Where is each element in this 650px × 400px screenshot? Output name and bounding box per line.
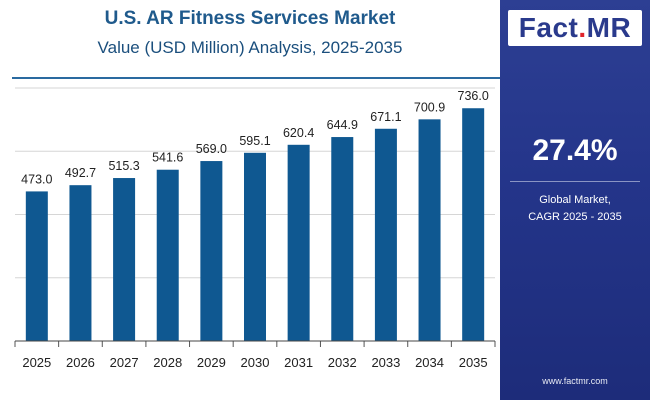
data-label-2030: 595.1 [239, 134, 270, 148]
logo-text-fact: Fact [518, 12, 579, 43]
x-tick-label-2030: 2030 [241, 355, 270, 370]
x-tick-label-2027: 2027 [110, 355, 139, 370]
logo-text-mr: MR [586, 12, 632, 43]
bar-chart: 473.0 2025 492.7 2026 515.3 2027 541.6 2028 569.… [14, 87, 496, 370]
bar-2028 [156, 169, 179, 341]
bar-2027 [113, 178, 136, 341]
x-tick-label-2032: 2032 [328, 355, 357, 370]
summary-panel [500, 0, 650, 400]
bar-2031 [287, 144, 310, 341]
website-url: www.factmr.com [542, 376, 608, 386]
bar-2025 [25, 191, 48, 341]
x-tick-label-2035: 2035 [459, 355, 488, 370]
data-label-2029: 569.0 [196, 142, 227, 156]
x-tick-label-2034: 2034 [415, 355, 444, 370]
x-tick-label-2028: 2028 [153, 355, 182, 370]
x-tick-label-2029: 2029 [197, 355, 226, 370]
cagr-label-line2: CAGR 2025 - 2035 [528, 211, 622, 223]
data-label-2027: 515.3 [108, 159, 139, 173]
data-label-2028: 541.6 [152, 151, 183, 165]
cagr-label: Global Market, CAGR 2025 - 2035 [500, 192, 650, 226]
bar-2029 [200, 161, 223, 341]
chart-title: U.S. AR Fitness Services Market [104, 8, 396, 29]
data-label-2033: 671.1 [370, 110, 401, 124]
data-label-2035: 736.0 [458, 89, 489, 103]
x-tick-label-2031: 2031 [284, 355, 313, 370]
bar-2032 [331, 137, 354, 341]
x-tick-label-2025: 2025 [22, 355, 51, 370]
bar-2030 [244, 152, 266, 341]
data-label-2034: 700.9 [414, 100, 445, 114]
data-label-2032: 644.9 [327, 118, 358, 132]
cagr-label-line1: Global Market, [539, 194, 611, 206]
bar-2026 [69, 185, 92, 341]
data-label-2025: 473.0 [21, 172, 52, 186]
factmr-logo: Fact. MR [508, 10, 642, 46]
data-label-2026: 492.7 [65, 166, 96, 180]
chart-area: U.S. AR Fitness Services Market Value (U… [12, 8, 500, 370]
bar-2033 [374, 128, 397, 341]
bar-2035 [462, 108, 485, 342]
chart-subtitle: Value (USD Million) Analysis, 2025-2035 [97, 38, 403, 57]
cagr-value: 27.4% [532, 134, 618, 167]
data-label-2031: 620.4 [283, 126, 314, 140]
logo-dot: . [578, 12, 587, 43]
panel-divider [510, 181, 640, 182]
header-divider [12, 77, 500, 79]
x-tick-label-2026: 2026 [66, 355, 95, 370]
bar-2034 [418, 119, 441, 341]
x-tick-label-2033: 2033 [371, 355, 400, 370]
